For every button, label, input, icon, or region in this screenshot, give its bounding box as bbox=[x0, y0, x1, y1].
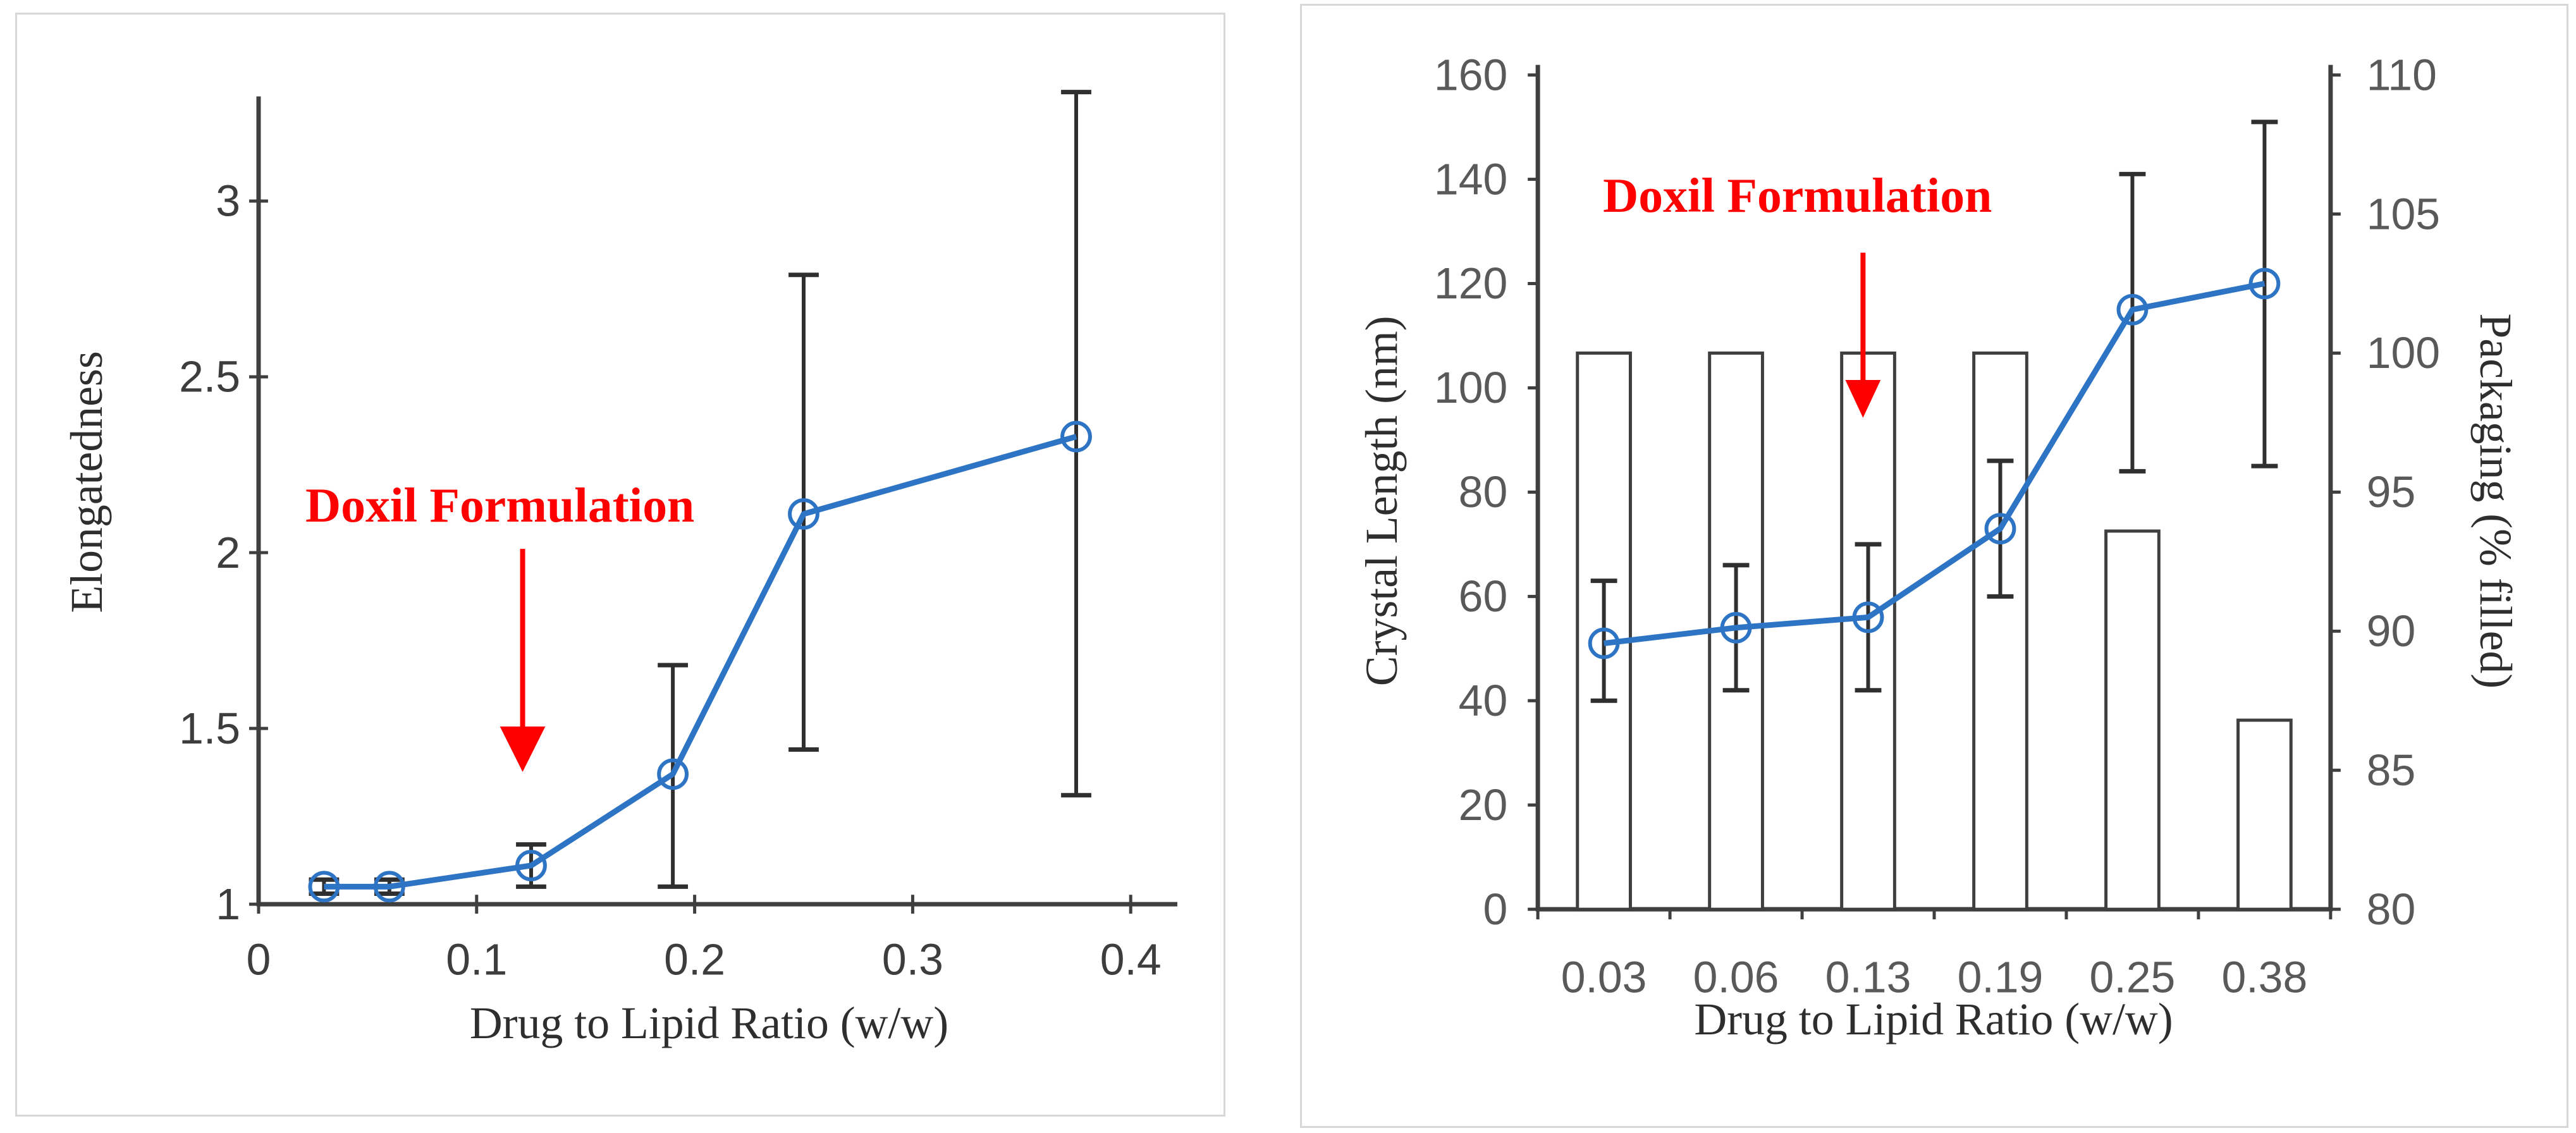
data-point-marker bbox=[788, 498, 819, 530]
x-tick-label: 0.3 bbox=[882, 935, 943, 984]
plot-area: 1 1.5 2 2.5 3 0 0.1 0.2 0.3 0.4 Drug to Lipid Rati… bbox=[61, 90, 1177, 1048]
y-left-tick-label: 100 bbox=[1434, 363, 1507, 412]
y-right-tick-label: 95 bbox=[2367, 467, 2416, 517]
y-right-tick-label: 100 bbox=[2367, 328, 2440, 377]
y-right-tick-label: 85 bbox=[2367, 745, 2416, 795]
y-axis-left-title: Crystal Length (nm) bbox=[1356, 315, 1407, 686]
data-point-marker bbox=[308, 871, 340, 903]
series-line bbox=[324, 434, 1077, 890]
bar bbox=[1972, 351, 2028, 911]
data-point-marker bbox=[1060, 420, 1092, 453]
data-point-marker bbox=[1720, 611, 1752, 644]
data-point-marker bbox=[515, 850, 547, 881]
y-left-tick-label: 120 bbox=[1434, 259, 1507, 308]
crystal-length-panel: 0 20 40 60 80 100 120 140 160 80 85 90 95 100 105 110 0.… bbox=[1300, 4, 2568, 1128]
series-line bbox=[1604, 281, 2266, 647]
y-left-tick-label: 40 bbox=[1459, 676, 1508, 725]
x-tick-label: 0.4 bbox=[1100, 935, 1162, 984]
bar bbox=[2104, 529, 2161, 911]
data-point-marker bbox=[373, 871, 405, 903]
annotation-arrow-icon bbox=[1845, 379, 1881, 418]
y-tick-label: 1.5 bbox=[179, 704, 240, 753]
data-point-marker bbox=[1588, 627, 1620, 659]
y-axis-title: Elongatedness bbox=[61, 351, 112, 613]
annotation-label: Doxil Formulation bbox=[1603, 168, 1992, 223]
data-point-marker bbox=[2248, 267, 2281, 300]
annotation-label: Doxil Formulation bbox=[305, 478, 694, 532]
elongatedness-panel: 1 1.5 2 2.5 3 0 0.1 0.2 0.3 0.4 Drug to Lipid Rati… bbox=[15, 13, 1225, 1117]
y-left-tick-label: 80 bbox=[1459, 467, 1508, 517]
y-left-tick-label: 160 bbox=[1434, 50, 1507, 99]
bar bbox=[2236, 718, 2293, 911]
x-tick-label: 0 bbox=[247, 935, 271, 984]
x-axis-title: Drug to Lipid Ratio (w/w) bbox=[1694, 994, 2173, 1044]
annotation-arrow-icon bbox=[500, 726, 546, 772]
y-tick-label: 2.5 bbox=[179, 352, 240, 401]
x-tick-label: 0.06 bbox=[1693, 953, 1779, 1002]
y-axis-right-title: Packaging (% filled) bbox=[2470, 313, 2521, 689]
data-point-marker bbox=[657, 758, 689, 790]
y-left-tick-label: 140 bbox=[1434, 154, 1507, 204]
data-point-marker bbox=[1984, 513, 2016, 545]
y-tick-label: 2 bbox=[216, 528, 240, 577]
elongatedness-chart: 1 1.5 2 2.5 3 0 0.1 0.2 0.3 0.4 Drug to Lipid Rati… bbox=[61, 90, 1177, 1048]
y-left-tick-label: 20 bbox=[1459, 780, 1508, 830]
x-tick-label: 0.38 bbox=[2222, 953, 2308, 1002]
y-right-tick-label: 80 bbox=[2367, 885, 2416, 934]
crystal-length-packaging-chart: 0 20 40 60 80 100 120 140 160 80 85 90 95 100 105 110 0.… bbox=[1356, 50, 2521, 1044]
y-right-tick-label: 105 bbox=[2367, 189, 2440, 238]
x-tick-label: 0.03 bbox=[1561, 953, 1647, 1002]
x-tick-label: 0.25 bbox=[2090, 953, 2176, 1002]
x-tick-label: 0.19 bbox=[1958, 953, 2044, 1002]
y-right-tick-label: 110 bbox=[2367, 50, 2437, 99]
y-tick-label: 1 bbox=[216, 879, 240, 929]
y-right-tick-label: 90 bbox=[2367, 606, 2416, 656]
x-axis-title: Drug to Lipid Ratio (w/w) bbox=[470, 998, 948, 1048]
x-tick-label: 0.2 bbox=[664, 935, 725, 984]
data-point-marker bbox=[1852, 601, 1884, 634]
y-left-tick-label: 60 bbox=[1459, 572, 1508, 621]
plot-area: 0 20 40 60 80 100 120 140 160 80 85 90 95 100 105 110 0.… bbox=[1356, 50, 2521, 1044]
y-left-tick-label: 0 bbox=[1483, 885, 1507, 934]
y-tick-label: 3 bbox=[216, 176, 240, 226]
x-tick-label: 0.1 bbox=[446, 935, 507, 984]
x-tick-label: 0.13 bbox=[1825, 953, 1911, 1002]
data-point-marker bbox=[2116, 293, 2149, 326]
